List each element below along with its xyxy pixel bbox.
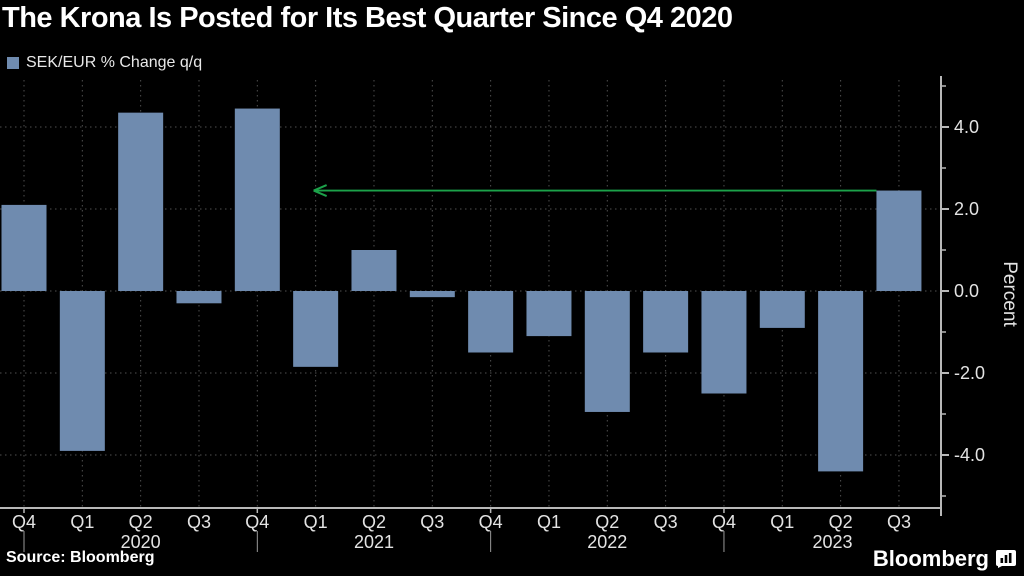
bar-q1-2022 — [526, 291, 572, 337]
bloomberg-terminal-icon — [996, 550, 1016, 568]
x-tick-label: Q4 — [712, 512, 736, 532]
bar-q1-2021 — [293, 291, 339, 367]
year-label: 2023 — [812, 532, 852, 552]
year-label: 2021 — [354, 532, 394, 552]
x-tick-label: Q2 — [129, 512, 153, 532]
bar-q4-2021 — [468, 291, 514, 353]
bar-q1-2023 — [759, 291, 805, 328]
bar-q2-2021 — [351, 250, 397, 291]
legend-swatch-icon — [7, 57, 19, 69]
legend-label: SEK/EUR % Change q/q — [26, 54, 203, 71]
bar-q2-2020 — [118, 112, 164, 292]
x-tick-label: Q3 — [420, 512, 444, 532]
x-tick-label: Q2 — [595, 512, 619, 532]
chart-legend: SEK/EUR % Change q/q — [7, 54, 202, 72]
bar-q3-2021 — [409, 291, 455, 298]
x-tick-label: Q4 — [245, 512, 269, 532]
y-tick-label: -4.0 — [954, 445, 985, 465]
bar-q3-2020 — [176, 291, 222, 304]
x-tick-label: Q1 — [770, 512, 794, 532]
chart-title: The Krona Is Posted for Its Best Quarter… — [2, 2, 733, 34]
x-tick-label: Q4 — [479, 512, 503, 532]
bloomberg-logo-text: Bloomberg — [872, 546, 989, 571]
source-attribution: Source: Bloomberg — [6, 549, 155, 566]
bar-q4-2019 — [1, 204, 47, 291]
bar-q4-2020 — [234, 108, 280, 291]
year-label: 2022 — [587, 532, 627, 552]
y-tick-label: 4.0 — [954, 117, 979, 137]
x-tick-label: Q2 — [362, 512, 386, 532]
x-tick-label: Q3 — [887, 512, 911, 532]
x-tick-label: Q2 — [829, 512, 853, 532]
annotation-arrow-head — [313, 189, 328, 197]
y-tick-label: 0.0 — [954, 281, 979, 301]
x-tick-label: Q3 — [187, 512, 211, 532]
bar-q2-2023 — [818, 291, 864, 472]
x-tick-label: Q4 — [12, 512, 36, 532]
bar-q3-2023 — [876, 190, 922, 291]
y-axis-title: Percent — [999, 261, 1020, 327]
year-label: 2020 — [121, 532, 161, 552]
y-tick-label: 2.0 — [954, 199, 979, 219]
x-tick-label: Q3 — [654, 512, 678, 532]
annotation-arrow-head — [313, 184, 328, 192]
bloomberg-logo: Bloomberg — [873, 546, 1016, 572]
bar-q4-2022 — [701, 291, 747, 394]
bar-q1-2020 — [59, 291, 105, 451]
x-tick-label: Q1 — [70, 512, 94, 532]
y-tick-label: -2.0 — [954, 363, 985, 383]
bar-q2-2022 — [584, 291, 630, 412]
x-tick-label: Q1 — [537, 512, 561, 532]
bar-q3-2022 — [643, 291, 689, 353]
x-tick-label: Q1 — [304, 512, 328, 532]
